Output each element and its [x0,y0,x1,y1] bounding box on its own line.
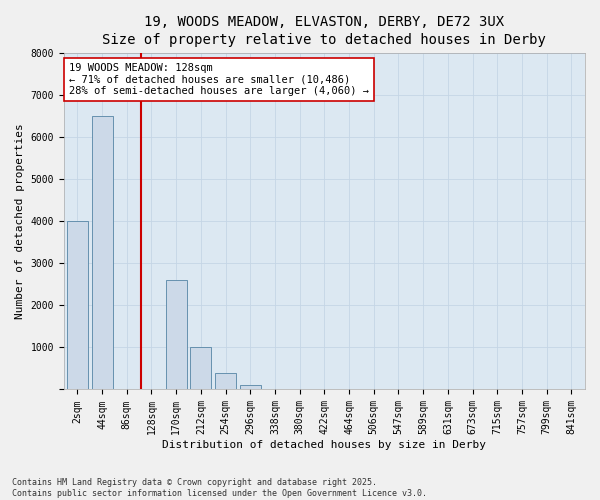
Y-axis label: Number of detached properties: Number of detached properties [15,123,25,319]
Bar [190,348,211,390]
X-axis label: Distribution of detached houses by size in Derby: Distribution of detached houses by size … [163,440,487,450]
Bar [265,388,286,390]
Text: Contains HM Land Registry data © Crown copyright and database right 2025.
Contai: Contains HM Land Registry data © Crown c… [12,478,427,498]
Bar [92,116,113,390]
Bar [166,280,187,390]
Bar [240,386,261,390]
Bar [215,372,236,390]
Title: 19, WOODS MEADOW, ELVASTON, DERBY, DE72 3UX
Size of property relative to detache: 19, WOODS MEADOW, ELVASTON, DERBY, DE72 … [103,15,547,48]
Bar [67,221,88,390]
Text: 19 WOODS MEADOW: 128sqm
← 71% of detached houses are smaller (10,486)
28% of sem: 19 WOODS MEADOW: 128sqm ← 71% of detache… [69,63,369,96]
